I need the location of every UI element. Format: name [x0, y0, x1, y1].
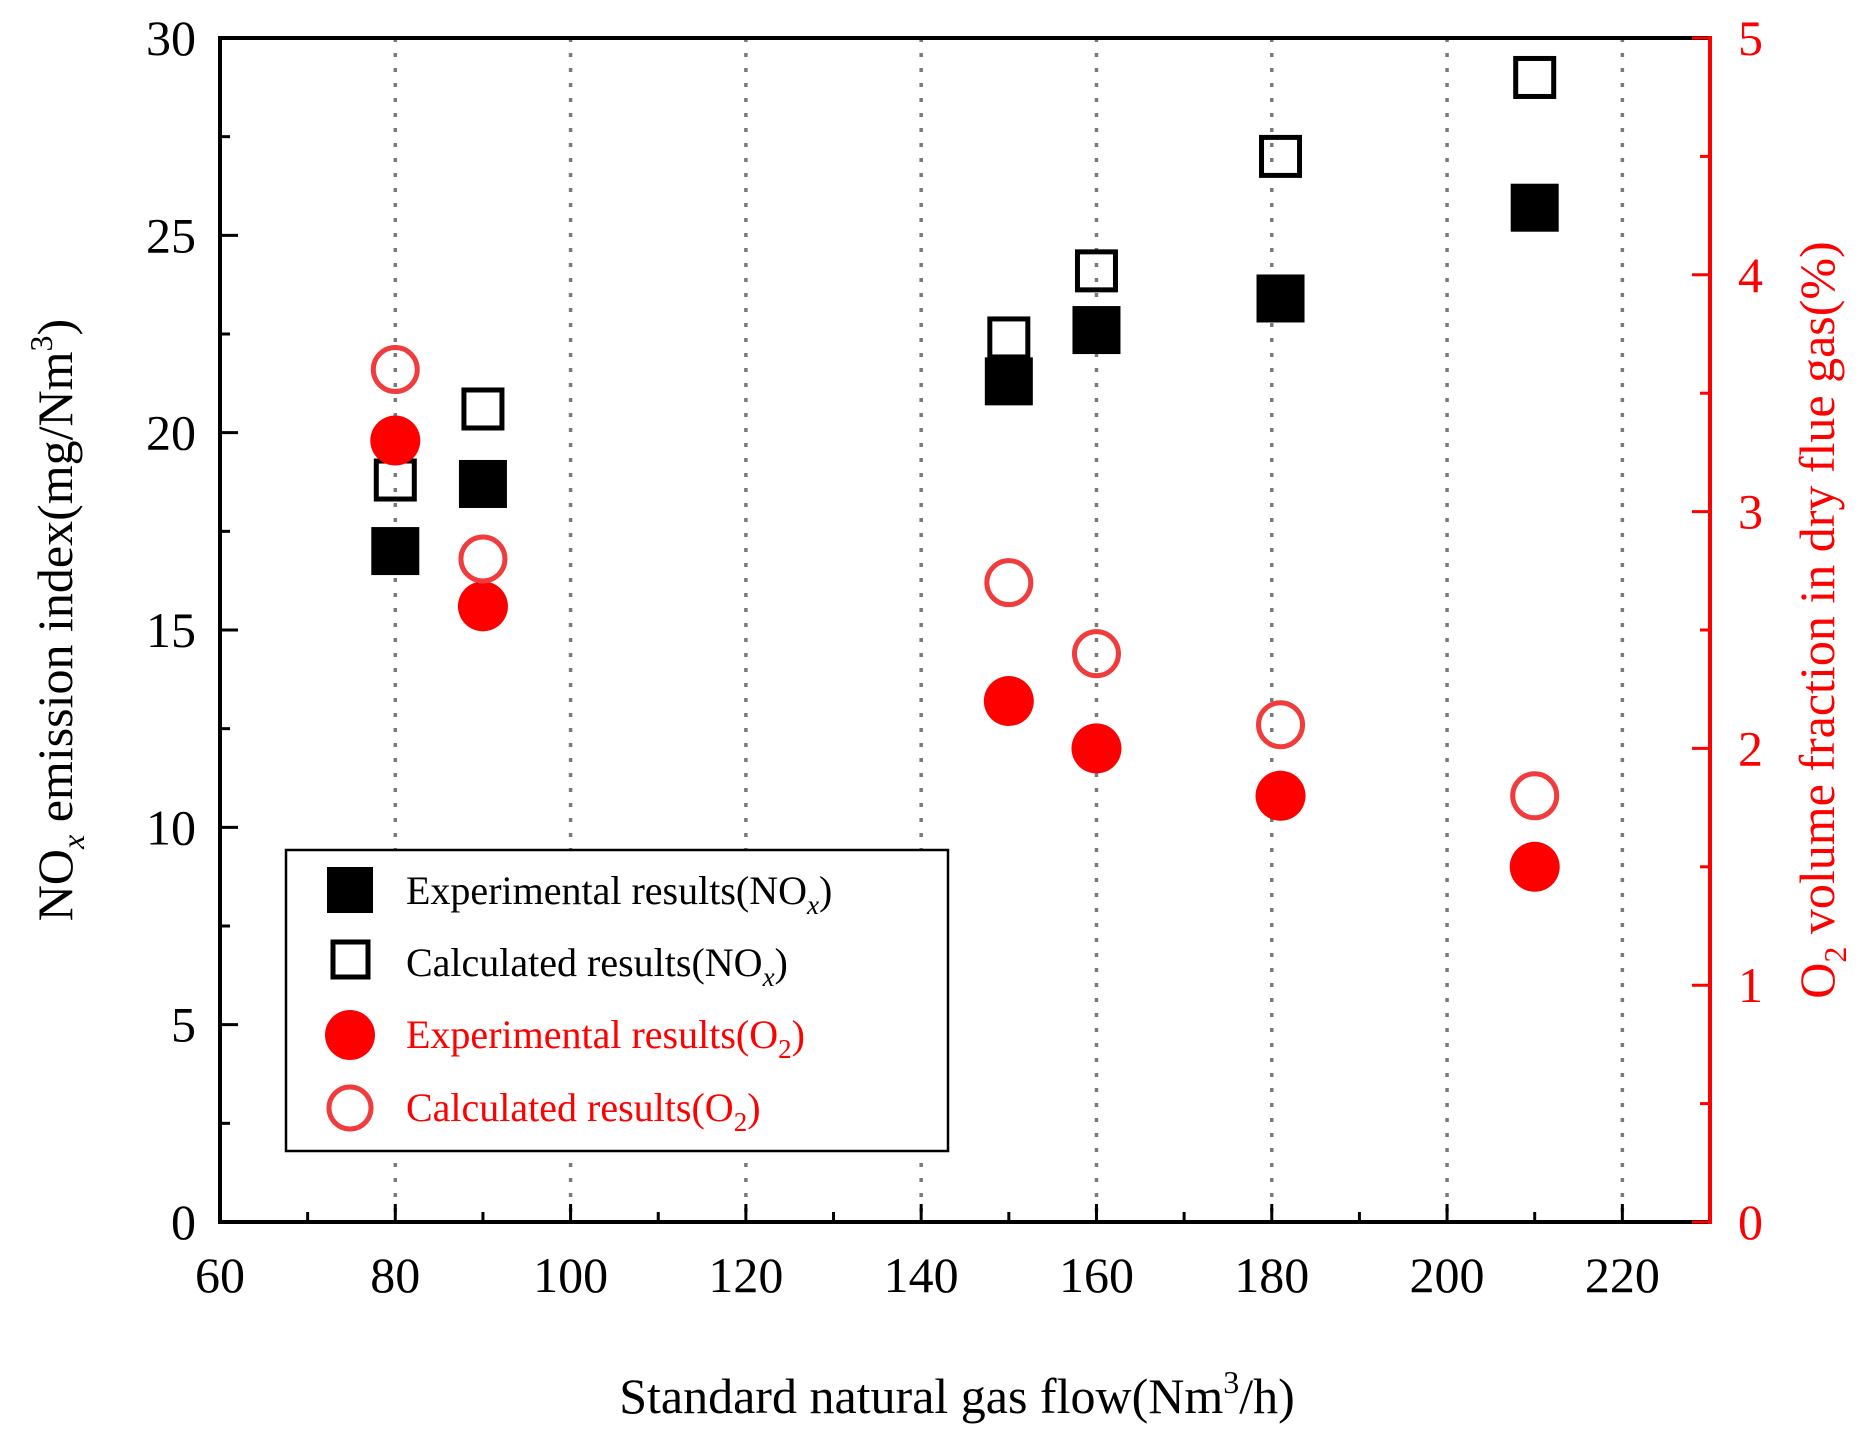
point-s3-3 [1071, 629, 1121, 679]
legend-label-experimental-nox: Experimental results(NOx) [406, 868, 832, 920]
right-y-axis-title: O2 volume fraction in dry flue gas(%) [1789, 241, 1853, 998]
point-s0-5 [1510, 183, 1559, 232]
point-s0-3 [1072, 306, 1121, 355]
x-axis-title: Standard natural gas flow(Nm3/h) [619, 1364, 1295, 1424]
point-s2-3 [1071, 723, 1122, 774]
x-tick-label: 80 [370, 1247, 420, 1303]
point-s2-0 [370, 415, 421, 466]
legend-label-calculated-nox: Calculated results(NOx) [406, 940, 788, 992]
x-tick-label: 200 [1410, 1247, 1485, 1303]
x-tick-label: 220 [1585, 1247, 1660, 1303]
legend-item-experimental-nox: Experimental results(NOx) [327, 867, 832, 920]
x-tick-label: 140 [884, 1247, 959, 1303]
right-y-tick-label: 4 [1738, 247, 1763, 303]
left-y-tick-label: 20 [146, 405, 196, 461]
point-s2-5 [1509, 841, 1560, 892]
point-s1-3 [1074, 249, 1118, 293]
right-y-tick-label: 5 [1738, 10, 1763, 66]
x-tick-label: 60 [195, 1247, 245, 1303]
point-s2-1 [457, 581, 508, 632]
legend-label-experimental-o2: Experimental results(O2) [406, 1012, 805, 1064]
left-y-tick-label: 30 [146, 10, 196, 66]
point-s2-4 [1255, 770, 1306, 821]
ticks: 60 80 100 120 140 160 180 200 220051015202530012… [146, 10, 1763, 1303]
left-y-tick-label: 25 [146, 207, 196, 263]
left-y-axis-title: NOx emission index(mg/Nm3) [23, 319, 91, 921]
x-tick-label: 160 [1059, 1247, 1134, 1303]
legend-item-experimental-o2: Experimental results(O2) [325, 1010, 805, 1064]
legend-filled-circle-icon [325, 1010, 375, 1060]
x-tick-label: 100 [533, 1247, 608, 1303]
point-s3-1 [458, 534, 508, 584]
data-points [370, 55, 1560, 892]
legend-item-calculated-o2: Calculated results(O2) [326, 1084, 761, 1137]
right-y-tick-label: 1 [1738, 957, 1763, 1013]
legend-open-square-icon [330, 939, 371, 980]
point-s3-5 [1510, 771, 1560, 821]
left-y-tick-label: 10 [146, 799, 196, 855]
legend-label-calculated-o2: Calculated results(O2) [406, 1085, 761, 1137]
point-s0-4 [1256, 274, 1305, 323]
point-s0-2 [984, 357, 1033, 406]
point-s0-1 [458, 459, 507, 508]
legend-item-calculated-nox: Calculated results(NOx) [330, 939, 788, 992]
point-s1-2 [987, 316, 1031, 360]
right-y-tick-label: 3 [1738, 484, 1763, 540]
point-s2-2 [983, 676, 1034, 727]
x-tick-label: 180 [1234, 1247, 1309, 1303]
right-y-tick-label: 2 [1738, 720, 1763, 776]
point-s0-0 [371, 527, 420, 576]
x-tick-label: 120 [708, 1247, 783, 1303]
left-y-tick-label: 15 [146, 602, 196, 658]
left-y-tick-label: 0 [171, 1194, 196, 1250]
left-y-tick-label: 5 [171, 997, 196, 1053]
point-s1-1 [461, 387, 505, 431]
point-s1-5 [1513, 55, 1557, 99]
legend-open-circle-icon [326, 1084, 374, 1132]
point-s1-4 [1259, 134, 1303, 178]
point-s3-4 [1256, 700, 1306, 750]
right-y-tick-label: 0 [1738, 1194, 1763, 1250]
point-s3-0 [370, 345, 420, 395]
legend-filled-square-icon [327, 867, 373, 913]
legend-box [284, 848, 950, 1153]
legend: Experimental results(NOx) Calculated res… [284, 848, 950, 1153]
grid-lines [393, 38, 1625, 1222]
point-s3-2 [984, 558, 1034, 608]
